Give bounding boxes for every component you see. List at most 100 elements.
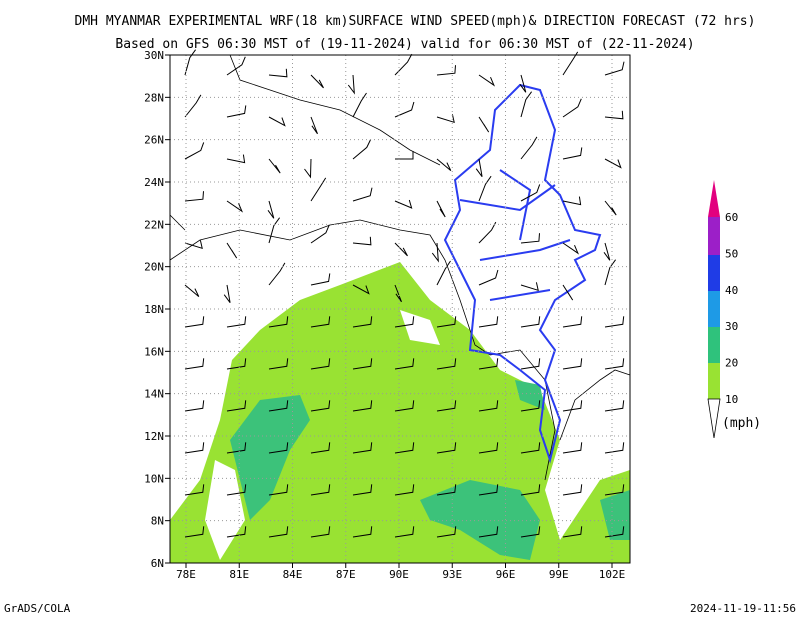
wind-barb (304, 158, 312, 179)
wind-barb (436, 526, 457, 538)
wind-barb (604, 61, 625, 76)
wind-barb (520, 282, 539, 292)
lat-label: 28N (144, 91, 164, 104)
wind-barb (352, 139, 372, 160)
wind-barb (310, 273, 331, 286)
title: DMH MYANMAR EXPERIMENTAL WRF(18 km)SURFA… (75, 14, 756, 29)
wind-barb (268, 217, 281, 244)
lat-label: 18N (144, 303, 164, 316)
wind-barb (352, 284, 370, 295)
colorbar-cap-bottom (707, 398, 721, 439)
colorbar-unit: (mph) (722, 416, 761, 431)
wind-barb (352, 442, 373, 454)
lon-label: 90E (389, 568, 409, 581)
wind-barb (604, 358, 625, 370)
wind-barb (562, 196, 582, 206)
wind-barb (562, 316, 583, 328)
lat-label: 26N (144, 134, 164, 147)
wind-barb (184, 284, 200, 297)
wind-barb (184, 316, 205, 328)
wind-barb (478, 269, 499, 286)
wind-barb (268, 262, 286, 286)
wind-barb (520, 136, 538, 160)
map-area (169, 49, 631, 564)
lat-label: 16N (144, 345, 164, 358)
wind-barb (352, 236, 372, 246)
wind-barb (223, 284, 231, 303)
wind-barb (436, 158, 452, 171)
wind-barb (562, 242, 580, 255)
wind-barb (184, 142, 205, 160)
wind-barb (310, 177, 327, 202)
wind-barb (395, 151, 414, 160)
wind-barb (478, 442, 499, 454)
lat-label: 12N (144, 430, 164, 443)
wind-barb (394, 526, 415, 538)
lat-label: 20N (144, 261, 164, 274)
wind-barb (310, 74, 324, 89)
wind-barb (478, 400, 499, 412)
colorbar-label: 30 (725, 320, 738, 333)
subtitle: Based on GFS 06:30 MST of (19-11-2024) v… (115, 37, 694, 52)
wind-barb (562, 442, 583, 454)
wind-barb (268, 442, 289, 454)
wind-barb (436, 442, 457, 454)
wind-barb (184, 191, 204, 202)
wind-barb (352, 358, 373, 370)
wind-barb (268, 316, 289, 328)
wind-barb (310, 526, 331, 538)
wind-barb (436, 358, 457, 370)
wind-barb (226, 526, 247, 538)
wind-barb (520, 358, 541, 370)
lat-label: 14N (144, 388, 164, 401)
wind-barb (478, 358, 499, 370)
wind-barb (604, 526, 625, 538)
wind-barb (478, 526, 499, 538)
wind-barb (436, 400, 457, 412)
wind-barb (562, 358, 583, 370)
wind-barb (184, 400, 205, 412)
wind-barb (562, 484, 583, 496)
wind-barb (520, 526, 541, 538)
lon-label: 84E (283, 568, 303, 581)
wind-barb (226, 442, 247, 454)
wind-barb (431, 242, 439, 263)
colorbar-20-30 (708, 327, 720, 363)
wind-barb (226, 400, 247, 412)
wind-barb (478, 116, 490, 133)
wind-barb (226, 242, 238, 259)
wind-20-30-area (230, 380, 630, 560)
lon-label: 93E (442, 568, 462, 581)
lon-label: 87E (336, 568, 356, 581)
wind-barb (352, 316, 373, 328)
wind-barb (268, 158, 281, 174)
wind-barb (267, 200, 275, 219)
wind-barb (562, 526, 583, 538)
wind-barb (394, 101, 415, 118)
wind-barb (478, 175, 492, 202)
wind-barb (604, 400, 625, 412)
lon-label: 81E (229, 568, 249, 581)
lon-label: 78E (176, 568, 196, 581)
wind-barb (394, 284, 402, 303)
lat-label: 10N (144, 472, 164, 485)
wind-barb (226, 358, 247, 370)
wind-barb (562, 400, 583, 412)
wind-barb (268, 526, 289, 538)
wind-barb (519, 74, 527, 93)
wind-barb (436, 65, 456, 76)
wind-barb (268, 68, 288, 78)
wind-barb (352, 400, 373, 412)
footer-right: 2024-11-19-11:56 (690, 602, 796, 615)
wind-barb (184, 442, 205, 454)
wind-barb (394, 400, 415, 412)
colorbar-label: 20 (725, 357, 738, 370)
wind-barb (436, 484, 457, 496)
wind-barb (184, 94, 202, 118)
wind-barb (478, 316, 499, 328)
wind-barb (310, 358, 331, 370)
wind-barb (226, 200, 244, 213)
lat-label: 30N (144, 49, 164, 62)
wind-barb (226, 316, 247, 328)
